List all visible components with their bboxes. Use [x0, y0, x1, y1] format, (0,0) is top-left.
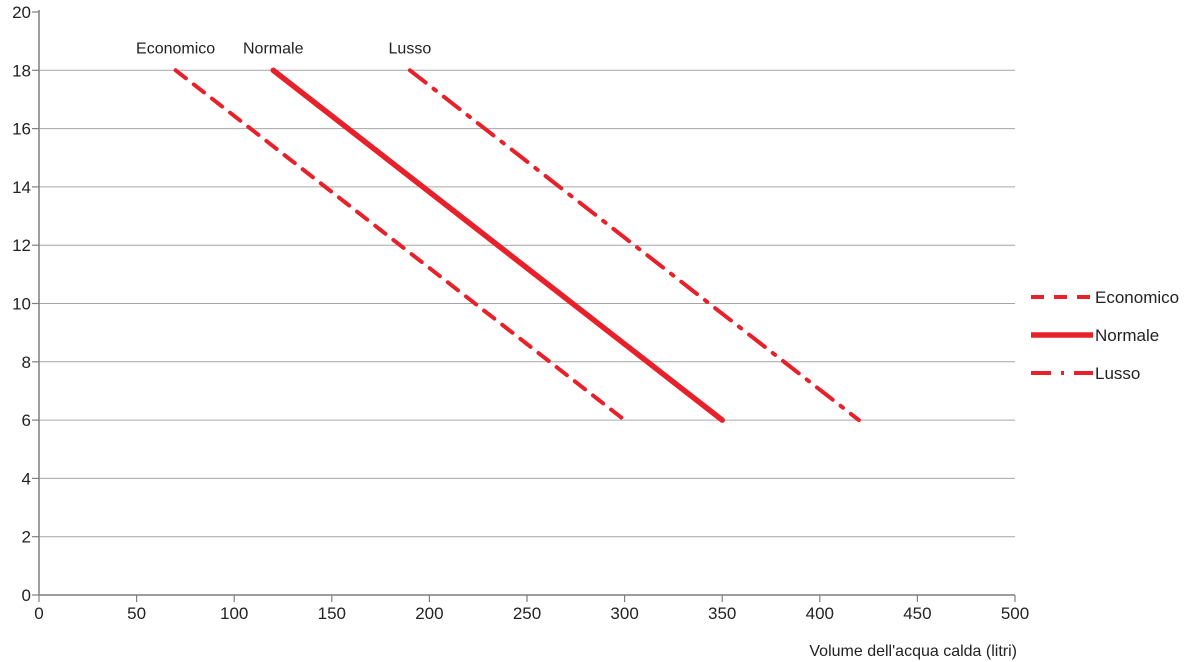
legend-label-lusso: Lusso	[1095, 364, 1140, 383]
x-tick-label: 200	[415, 604, 443, 623]
y-tick-label: 14	[12, 178, 31, 197]
series-lines	[173, 67, 861, 423]
y-tick-label: 20	[12, 3, 31, 22]
series-label-normale: Normale	[243, 40, 304, 57]
series-line-normale	[270, 67, 725, 423]
x-tick-label: 350	[708, 604, 736, 623]
x-tick-label: 250	[513, 604, 541, 623]
legend: Economico Normale Lusso	[1031, 288, 1179, 383]
series-label-economico: Economico	[136, 40, 215, 57]
legend-label-economico: Economico	[1095, 288, 1179, 307]
axes	[32, 10, 1016, 602]
x-tick-label: 450	[903, 604, 931, 623]
x-tick-label: 400	[806, 604, 834, 623]
y-tick-label: 2	[22, 528, 31, 547]
y-tick-label: 4	[22, 469, 31, 488]
x-tick-label: 0	[34, 604, 43, 623]
x-tick-labels: 0 50 100 150 200 250 300 350 400 450 500	[34, 604, 1029, 623]
y-tick-label: 18	[12, 61, 31, 80]
series-label-lusso: Lusso	[389, 40, 432, 57]
series-labels: Economico Normale Lusso	[136, 40, 431, 57]
legend-label-normale: Normale	[1095, 326, 1159, 345]
y-tick-label: 12	[12, 236, 31, 255]
y-tick-labels: 0 2 4 6 8 10 12 14 16 18 20	[12, 3, 31, 605]
x-tick-label: 50	[127, 604, 146, 623]
x-tick-label: 300	[610, 604, 638, 623]
series-line-lusso	[407, 68, 861, 423]
x-tick-label: 100	[220, 604, 248, 623]
y-tick-label: 10	[12, 295, 31, 314]
x-tick-label: 500	[1001, 604, 1029, 623]
x-axis-title: Volume dell'acqua calda (litri)	[809, 643, 1017, 660]
x-tick-label: 150	[318, 604, 346, 623]
y-tick-label: 8	[22, 353, 31, 372]
y-tick-label: 16	[12, 120, 31, 139]
y-tick-label: 0	[22, 586, 31, 605]
y-tick-label: 6	[22, 411, 31, 430]
grid-lines	[39, 69, 1015, 538]
series-line-economico	[173, 68, 627, 423]
